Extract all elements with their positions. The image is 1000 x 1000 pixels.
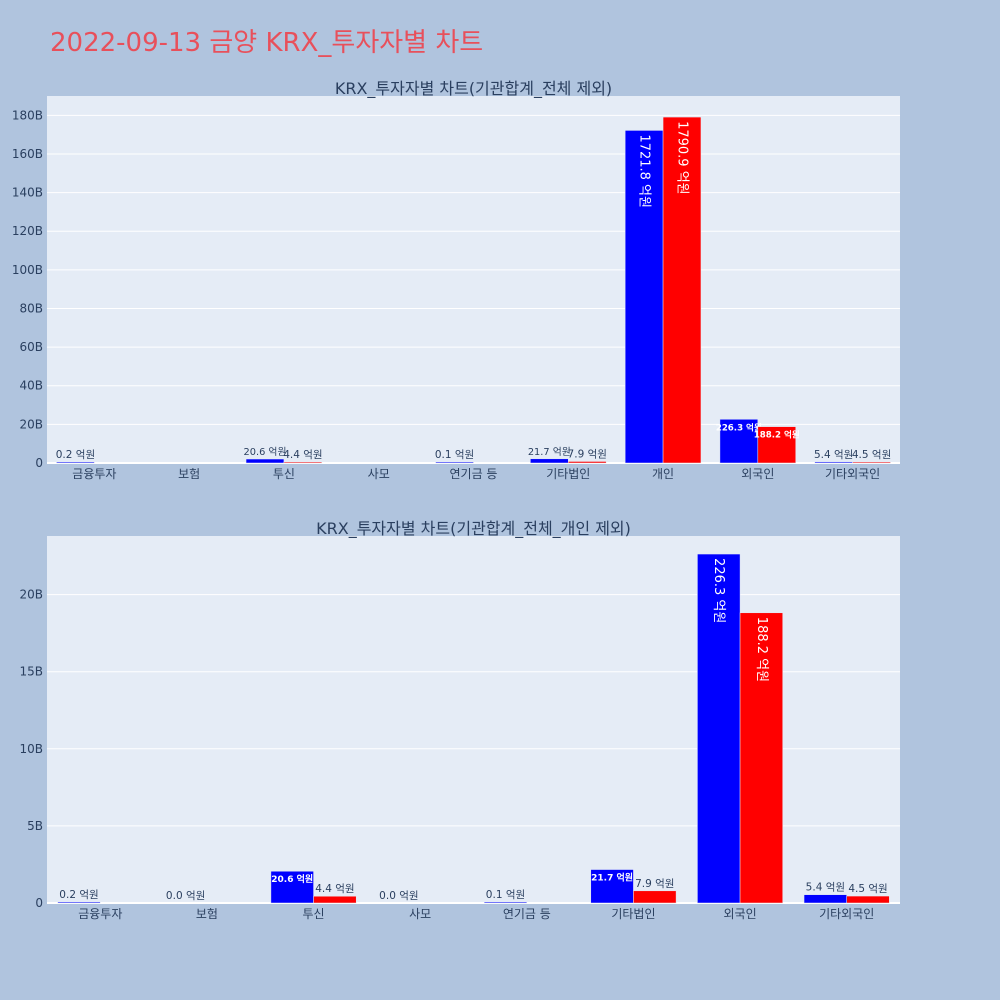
data-label: 5.4 억원 <box>814 449 853 461</box>
x-tick-label: 기타법인 <box>546 467 590 481</box>
x-tick-label: 기타법인 <box>611 907 655 921</box>
x-tick-label: 연기금 등 <box>503 907 551 921</box>
y-tick-label: 160B <box>12 147 43 161</box>
bar <box>530 458 569 464</box>
y-tick-label: 20B <box>19 417 43 431</box>
bar <box>757 426 796 464</box>
bar <box>313 895 357 904</box>
bar <box>56 461 95 464</box>
data-label: 226.3 억원 <box>711 558 726 623</box>
bar <box>803 894 847 904</box>
x-tick-label: 사모 <box>409 907 431 921</box>
data-label: 0.1 억원 <box>486 889 525 901</box>
data-label: 1790.9 억원 <box>675 121 690 195</box>
data-label: 4.5 억원 <box>852 449 891 461</box>
bar <box>814 461 853 464</box>
x-tick-label: 금융투자 <box>72 467 116 481</box>
chart-title: KRX_투자자별 차트(기관합계_전체_개인 제외) <box>316 519 631 539</box>
y-tick-label: 0 <box>35 456 43 470</box>
data-label: 226.3 억원 <box>716 421 762 433</box>
x-tick-label: 개인 <box>652 467 674 481</box>
bar <box>483 901 528 904</box>
x-tick-label: 기타외국인 <box>819 907 874 921</box>
y-tick-label: 180B <box>12 108 43 122</box>
chart-excluding-individuals: 0 5B 10B 15B 20B KRX_투자자별 차트(기관합계_전체_개인 제외) 금융… <box>19 519 900 921</box>
x-tick-label: 기타외국인 <box>825 467 880 481</box>
bar <box>633 890 677 904</box>
x-tick-label: 투신 <box>273 467 295 481</box>
y-tick-label: 140B <box>12 186 43 200</box>
data-label: 0.0 억원 <box>379 890 418 902</box>
data-label: 5.4 억원 <box>806 882 845 894</box>
bar <box>590 869 634 904</box>
data-label: 21.7 억원 <box>591 872 633 884</box>
bar <box>846 895 890 904</box>
data-label: 4.4 억원 <box>315 883 354 895</box>
x-tick-label: 보험 <box>196 907 218 921</box>
y-tick-label: 0 <box>35 896 43 910</box>
bar <box>57 901 101 904</box>
data-label: 21.7 억원 <box>528 446 571 458</box>
y-tick-label: 80B <box>19 301 43 315</box>
x-tick-label: 금융투자 <box>78 907 122 921</box>
bar <box>662 116 702 464</box>
x-tick-label: 연기금 등 <box>450 467 498 481</box>
y-tick-label: 20B <box>19 588 43 602</box>
y-tick-label: 40B <box>19 379 43 393</box>
data-label: 7.9 억원 <box>568 448 607 460</box>
page-title: 2022-09-13 금양 KRX_투자자별 차트 <box>50 28 484 58</box>
data-label: 188.2 억원 <box>754 617 769 682</box>
y-tick-label: 10B <box>19 742 43 756</box>
data-label: 0.2 억원 <box>56 449 95 461</box>
bar <box>435 461 474 464</box>
data-label: 188.2 억원 <box>754 429 800 441</box>
x-tick-label: 사모 <box>368 467 390 481</box>
data-label: 0.1 억원 <box>435 449 474 461</box>
bar <box>739 612 783 904</box>
bar <box>245 458 285 464</box>
y-tick-label: 5B <box>27 819 43 833</box>
chart-all-investors: 0 20B 40B 60B 80B 100B 120B 140B 160B 180B KRX_투자자… <box>12 79 900 481</box>
y-tick-label: 60B <box>19 340 43 354</box>
data-label: 4.5 억원 <box>848 883 887 895</box>
data-label: 4.4 억원 <box>283 449 322 461</box>
bar <box>719 419 759 464</box>
bar <box>568 461 607 464</box>
data-label: 1721.8 억원 <box>637 134 652 208</box>
chart-title: KRX_투자자별 차트(기관합계_전체 제외) <box>335 79 612 99</box>
data-label: 20.6 억원 <box>244 446 287 458</box>
data-label: 0.0 억원 <box>166 890 205 902</box>
y-tick-label: 100B <box>12 263 43 277</box>
data-label: 20.6 억원 <box>271 873 313 885</box>
bar <box>270 870 314 904</box>
bar <box>624 130 664 464</box>
y-tick-label: 15B <box>19 665 43 679</box>
data-label: 7.9 억원 <box>635 878 674 890</box>
x-tick-label: 보험 <box>178 467 200 481</box>
data-label: 0.2 억원 <box>59 889 98 901</box>
bar <box>852 461 891 464</box>
x-tick-label: 투신 <box>303 907 325 921</box>
x-tick-label: 외국인 <box>741 467 774 481</box>
bar <box>697 553 741 904</box>
plot-area <box>47 96 900 463</box>
x-tick-label: 외국인 <box>724 907 757 921</box>
y-tick-label: 120B <box>12 224 43 238</box>
bar <box>283 461 323 464</box>
